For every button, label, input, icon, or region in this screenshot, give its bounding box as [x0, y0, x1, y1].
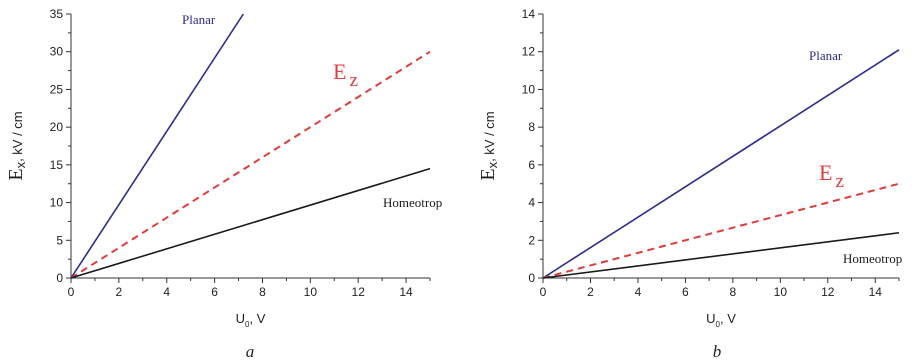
series-label-homeotrop: Homeotrop: [843, 251, 902, 266]
y-tick-label: 4: [528, 196, 535, 210]
y-tick-label: 25: [50, 82, 64, 96]
x-tick-label: 12: [821, 285, 835, 299]
y-tick-label: 0: [56, 271, 63, 285]
y-tick-label: 15: [50, 158, 64, 172]
y-tick-label: 30: [50, 45, 64, 59]
series-label-planar: Planar: [182, 12, 216, 27]
x-tick-label: 6: [682, 285, 689, 299]
series-line-planar: [70, 13, 244, 279]
series-line-homeotrop: [542, 231, 900, 279]
x-tick-label: 8: [730, 285, 737, 299]
y-tick-label: 35: [50, 7, 64, 21]
x-tick-label: 10: [774, 285, 788, 299]
chart-panel-b: 0 2 4 6 8 10 12 14 0 2 4 6 8 10 12 14 U0, V Ex, kV / cm Pl…: [477, 7, 902, 361]
y-tick-label: 8: [528, 120, 535, 134]
series-line-ez: [70, 50, 431, 279]
x-tick-label: 2: [587, 285, 594, 299]
x-axis-label: U0, V: [706, 311, 736, 329]
series-label-homeotrop: Homeotrop: [383, 195, 442, 210]
y-tick-label: 14: [522, 7, 536, 21]
y-tick-label: 0: [528, 271, 535, 285]
series-line-homeotrop: [70, 167, 431, 279]
x-tick-label: 14: [399, 285, 413, 299]
y-tick-label: 5: [56, 233, 63, 247]
y-tick-label: 20: [50, 120, 64, 134]
chart-panel-a: 0 5 10 15 20 25 30 35 0 2 4 6 8 10 12 14 U0, V Ex, kV / c…: [5, 7, 442, 361]
x-tick-label: 0: [68, 285, 75, 299]
x-tick-label: 0: [540, 285, 547, 299]
x-tick-label: 2: [116, 285, 123, 299]
y-tick-label: 10: [522, 82, 536, 96]
x-tick-label: 14: [869, 285, 883, 299]
y-tick-label: 10: [50, 196, 64, 210]
x-tick-label: 4: [635, 285, 642, 299]
panel-letter: b: [713, 342, 722, 361]
x-tick-label: 12: [352, 285, 366, 299]
x-tick-label: 6: [211, 285, 218, 299]
x-axis-label: U0, V: [236, 311, 266, 329]
series-label-planar: Planar: [809, 48, 843, 63]
y-tick-label: 2: [528, 233, 535, 247]
y-axis-label: Ex, kV / cm: [5, 111, 28, 180]
x-tick-label: 10: [304, 285, 318, 299]
series-line-ez: [542, 182, 900, 279]
y-tick-label: 12: [522, 45, 536, 59]
x-tick-label: 8: [259, 285, 266, 299]
y-axis-label: Ex, kV / cm: [477, 111, 500, 180]
series-line-planar: [542, 49, 900, 279]
panel-letter: a: [246, 342, 255, 361]
y-tick-label: 6: [528, 158, 535, 172]
x-tick-label: 4: [163, 285, 170, 299]
